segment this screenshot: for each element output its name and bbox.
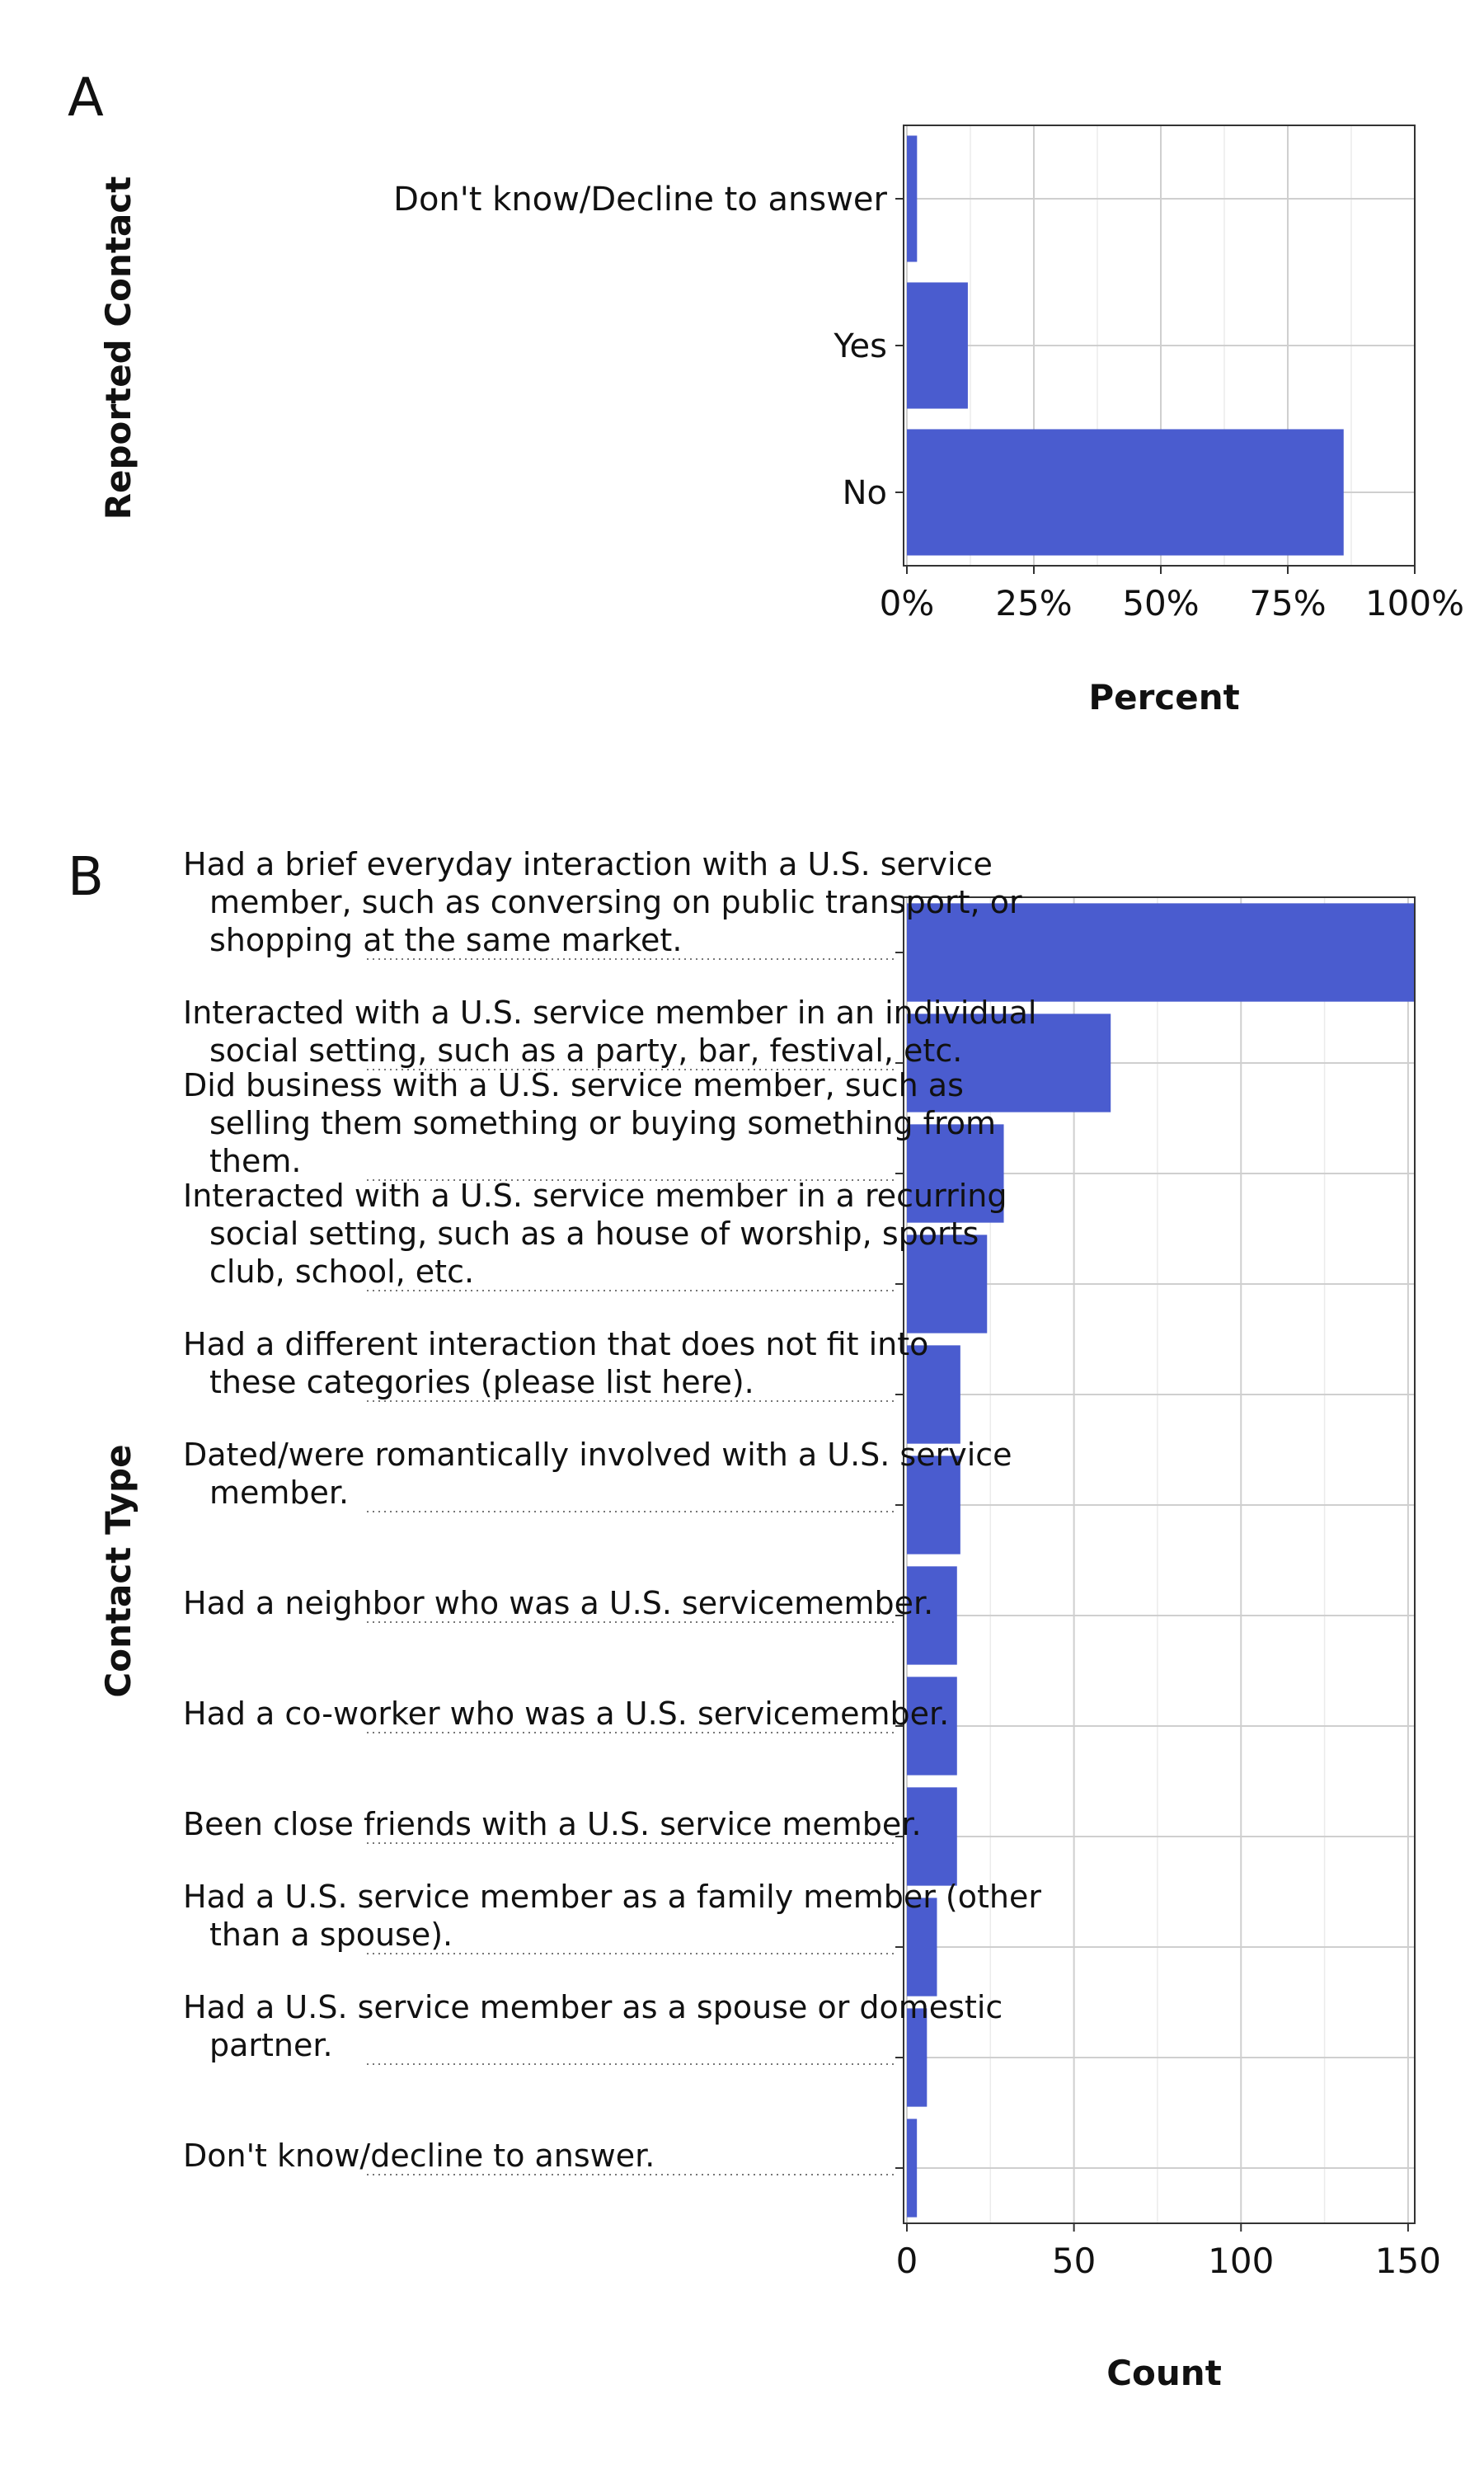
category-label: No xyxy=(843,474,887,512)
category-label-line: member, such as conversing on public tra… xyxy=(209,884,1022,920)
category-label: Had a different interaction that does no… xyxy=(183,1326,928,1400)
panel-b-x-axis-title: Count xyxy=(1106,2353,1222,2393)
category-label: Had a U.S. service member as a spouse or… xyxy=(183,1989,1003,2063)
category-label: Had a neighbor who was a U.S. servicemem… xyxy=(183,1585,933,1621)
bar xyxy=(907,282,968,409)
bar xyxy=(907,2119,918,2218)
category-label: Had a brief everyday interaction with a … xyxy=(183,846,1022,958)
bar xyxy=(907,429,1344,556)
bar xyxy=(907,1787,957,1886)
category-label-line: Did business with a U.S. service member,… xyxy=(183,1067,964,1103)
category-label: Don't know/Decline to answer xyxy=(393,181,887,219)
bar xyxy=(907,1235,988,1333)
category-label-line: member. xyxy=(209,1475,349,1511)
category-label-line: partner. xyxy=(209,2027,333,2063)
category-label-line: them. xyxy=(209,1143,301,1179)
bar xyxy=(907,1014,1111,1112)
category-label-line: Had a neighbor who was a U.S. servicemem… xyxy=(183,1585,933,1621)
category-label-line: Dated/were romantically involved with a … xyxy=(183,1437,1012,1473)
category-label: Dated/were romantically involved with a … xyxy=(183,1437,1012,1511)
panel-b-letter: B xyxy=(68,847,104,908)
x-tick-label: 100% xyxy=(1365,583,1464,623)
category-label-line: Had a different interaction that does no… xyxy=(183,1326,928,1362)
x-tick-label: 50 xyxy=(1052,2241,1096,2281)
category-label-line: these categories (please list here). xyxy=(209,1364,754,1400)
category-label: Had a U.S. service member as a family me… xyxy=(183,1879,1041,1953)
category-label: Had a co-worker who was a U.S. serviceme… xyxy=(183,1696,949,1732)
panel-a-x-axis-title: Percent xyxy=(1088,677,1239,717)
category-label: Don't know/decline to answer. xyxy=(183,2138,655,2174)
category-label: Yes xyxy=(833,327,887,365)
category-label-line: Had a brief everyday interaction with a … xyxy=(183,846,993,882)
category-label-line: shopping at the same market. xyxy=(209,922,682,958)
x-tick-label: 50% xyxy=(1122,583,1199,623)
panel-b-plot: 0 50 100 150 Had a brief everyday interactio… xyxy=(183,846,1441,2281)
panel-b-y-axis-title: Contact Type xyxy=(98,1444,139,1697)
category-label-line: Interacted with a U.S. service member in… xyxy=(183,1178,1007,1214)
panel-a-plot: 0% 25% 50% 75% 100% Don't know/Decline to ans… xyxy=(393,125,1464,623)
x-tick-label: 75% xyxy=(1249,583,1326,623)
category-label-line: Had a U.S. service member as a family me… xyxy=(183,1879,1041,1915)
category-label: Interacted with a U.S. service member in… xyxy=(183,1178,1007,1290)
category-label-line: social setting, such as a party, bar, fe… xyxy=(209,1032,962,1069)
category-label-line: social setting, such as a house of worsh… xyxy=(209,1216,979,1252)
category-label-line: Had a U.S. service member as a spouse or… xyxy=(183,1989,1003,2025)
bar xyxy=(907,1677,957,1776)
x-tick-label: 0% xyxy=(880,583,935,623)
category-label: Did business with a U.S. service member,… xyxy=(183,1067,996,1179)
panel-a-y-axis-title: Reported Contact xyxy=(98,176,139,520)
x-tick-label: 25% xyxy=(995,583,1072,623)
bar xyxy=(907,903,1415,1002)
x-tick-label: 100 xyxy=(1208,2241,1274,2281)
bar xyxy=(907,1456,960,1554)
category-label: Interacted with a U.S. service member in… xyxy=(183,995,1036,1069)
category-label-line: Had a co-worker who was a U.S. serviceme… xyxy=(183,1696,949,1732)
category-label: Been close friends with a U.S. service m… xyxy=(183,1806,922,1842)
category-label-line: Been close friends with a U.S. service m… xyxy=(183,1806,922,1842)
bar xyxy=(907,1898,937,1997)
bar xyxy=(907,1345,960,1444)
bar xyxy=(907,2008,928,2107)
category-label-line: selling them something or buying somethi… xyxy=(209,1105,996,1141)
x-tick-label: 0 xyxy=(896,2241,918,2281)
category-label-line: Interacted with a U.S. service member in… xyxy=(183,995,1036,1031)
panel-border xyxy=(903,896,1416,2224)
x-tick-label: 150 xyxy=(1375,2241,1441,2281)
bar xyxy=(907,135,918,262)
category-label-line: Don't know/decline to answer. xyxy=(183,2138,655,2174)
category-label-line: club, school, etc. xyxy=(209,1253,474,1290)
panel-a-letter: A xyxy=(68,68,104,129)
bar xyxy=(907,1566,957,1665)
category-label-line: than a spouse). xyxy=(209,1917,453,1953)
bar xyxy=(907,1124,1004,1223)
